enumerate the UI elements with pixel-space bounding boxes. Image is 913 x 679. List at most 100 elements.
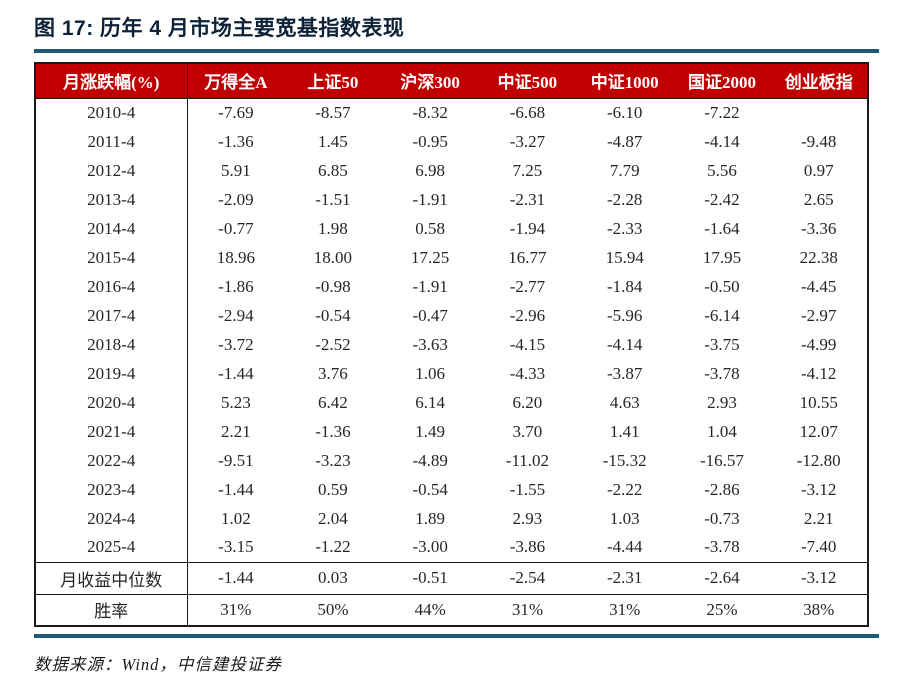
table-row: 2021-4 2.21 -1.36 1.49 3.70 1.41 1.04 12.07: [35, 417, 868, 446]
summary-value: 31%: [187, 593, 285, 626]
cell-value: 0.97: [803, 160, 834, 180]
table-row: 2017-4 -2.94 -0.54 -0.47 -2.96 -5.96 -6.14 -2.9…: [35, 301, 868, 330]
table-row: 2015-4 18.96 18.00 17.25 16.77 15.94 17.95 22.3…: [35, 243, 868, 272]
cell-value: 15.94: [605, 247, 644, 267]
cell-value: 6.20: [512, 392, 543, 412]
table-row: 2023-4 -1.44 0.59 -0.54 -1.55 -2.22 -2.86 -3.12: [35, 475, 868, 504]
cell-value: -3.23: [315, 450, 351, 470]
summary-value: 44%: [381, 593, 479, 626]
cell-value: -3.36: [801, 218, 837, 238]
cell-value: -2.31: [509, 189, 546, 209]
cell-value: -8.32: [412, 102, 448, 122]
cell-value: -2.28: [606, 189, 643, 209]
cell-value: -3.00: [412, 537, 448, 557]
cell-value: -3.78: [704, 363, 740, 383]
row-label: 2012-4: [35, 156, 188, 185]
cell-value: -5.96: [606, 305, 643, 325]
cell-value: 7.25: [512, 160, 543, 180]
cell-value: -2.86: [704, 479, 740, 499]
cell-value: -2.97: [801, 305, 837, 325]
cell-value: -2.52: [315, 334, 351, 354]
cell-value: -7.69: [218, 102, 254, 122]
cell-value: 3.76: [318, 363, 348, 383]
summary-label: 胜率: [35, 593, 188, 626]
row-label: 2014-4: [35, 214, 188, 243]
cell-value: -6.10: [606, 102, 643, 122]
column-header: 月涨跌幅(%): [35, 63, 188, 99]
cell-value: -2.96: [509, 305, 546, 325]
cell-value: -1.36: [218, 131, 254, 151]
row-label: 2015-4: [35, 243, 188, 272]
cell-value: -7.40: [801, 537, 837, 557]
column-header: 创业板指: [770, 63, 868, 99]
row-label: 2024-4: [35, 504, 188, 533]
cell-value: 1.89: [415, 508, 446, 528]
row-label: 2017-4: [35, 301, 188, 330]
cell-value: -3.27: [509, 131, 546, 151]
cell-value: -0.73: [704, 508, 740, 528]
row-label: 2010-4: [35, 98, 188, 127]
row-label: 2021-4: [35, 417, 188, 446]
cell-value: -12.80: [796, 450, 841, 470]
table-header: 月涨跌幅(%) 万得全A 上证50 沪深300 中证500 中证1000 国证2000 创业板…: [35, 63, 868, 99]
summary-value: -0.51: [381, 561, 479, 594]
cell-value: 1.03: [609, 508, 640, 528]
table-row: 2020-4 5.23 6.42 6.14 6.20 4.63 2.93 10.55: [35, 388, 868, 417]
cell-value: 10.55: [799, 392, 838, 412]
cell-value: 22.38: [799, 247, 838, 267]
cell-value: -1.91: [412, 189, 448, 209]
cell-value: 4.63: [609, 392, 640, 412]
cell-value: -11.02: [505, 450, 550, 470]
cell-value: -4.45: [801, 276, 837, 296]
cell-value: 6.42: [318, 392, 348, 412]
column-header: 上证50: [284, 63, 382, 99]
cell-value: -4.89: [412, 450, 448, 470]
cell-value: -16.57: [700, 450, 744, 470]
cell-value: 17.95: [702, 247, 742, 267]
data-source-note: 数据来源：Wind，中信建投证券: [34, 655, 282, 674]
cell-value: -1.51: [315, 189, 351, 209]
cell-value: 1.45: [318, 131, 348, 151]
cell-value: 2.93: [707, 392, 737, 412]
cell-value: -4.14: [606, 334, 643, 354]
summary-value: 25%: [673, 593, 771, 626]
cell-value: 2.21: [803, 508, 834, 528]
cell-value: -8.57: [315, 102, 351, 122]
cell-value: -0.77: [218, 218, 254, 238]
table-row: 2016-4 -1.86 -0.98 -1.91 -2.77 -1.84 -0.50 -4.4…: [35, 272, 868, 301]
cell-value: 12.07: [799, 421, 838, 441]
summary-value: -2.54: [478, 561, 577, 594]
cell-value: 1.02: [221, 508, 251, 528]
column-header: 中证500: [478, 63, 577, 99]
cell-value: 0.59: [318, 479, 348, 499]
cell-value: 1.04: [707, 421, 737, 441]
cell-value: [771, 98, 868, 127]
cell-value: 16.77: [508, 247, 547, 267]
summary-value: 0.03: [284, 561, 382, 594]
cell-value: -1.94: [509, 218, 546, 238]
cell-value: -6.14: [704, 305, 740, 325]
cell-value: -4.12: [801, 363, 837, 383]
cell-value: 17.25: [411, 247, 450, 267]
summary-value: -2.64: [673, 561, 771, 594]
cell-value: 6.98: [415, 160, 446, 180]
table-row: 2010-4 -7.69 -8.57 -8.32 -6.68 -6.10 -7.22: [35, 98, 868, 127]
top-rule-divider: [34, 49, 879, 53]
cell-value: -3.12: [801, 479, 837, 499]
cell-value: 2.04: [318, 508, 348, 528]
row-label: 2022-4: [35, 446, 188, 475]
cell-value: 2.65: [803, 189, 834, 209]
cell-value: 18.00: [313, 247, 353, 267]
cell-value: -3.63: [412, 334, 448, 354]
cell-value: 2.21: [221, 421, 251, 441]
cell-value: -2.77: [509, 276, 546, 296]
summary-value: 31%: [478, 593, 577, 626]
summary-value: 38%: [770, 593, 868, 626]
row-label: 2025-4: [35, 533, 188, 562]
cell-value: -4.44: [606, 537, 643, 557]
cell-value: 7.79: [609, 160, 640, 180]
cell-value: -0.98: [315, 276, 351, 296]
cell-value: -4.14: [704, 131, 740, 151]
row-label: 2016-4: [35, 272, 188, 301]
cell-value: 1.41: [609, 421, 640, 441]
